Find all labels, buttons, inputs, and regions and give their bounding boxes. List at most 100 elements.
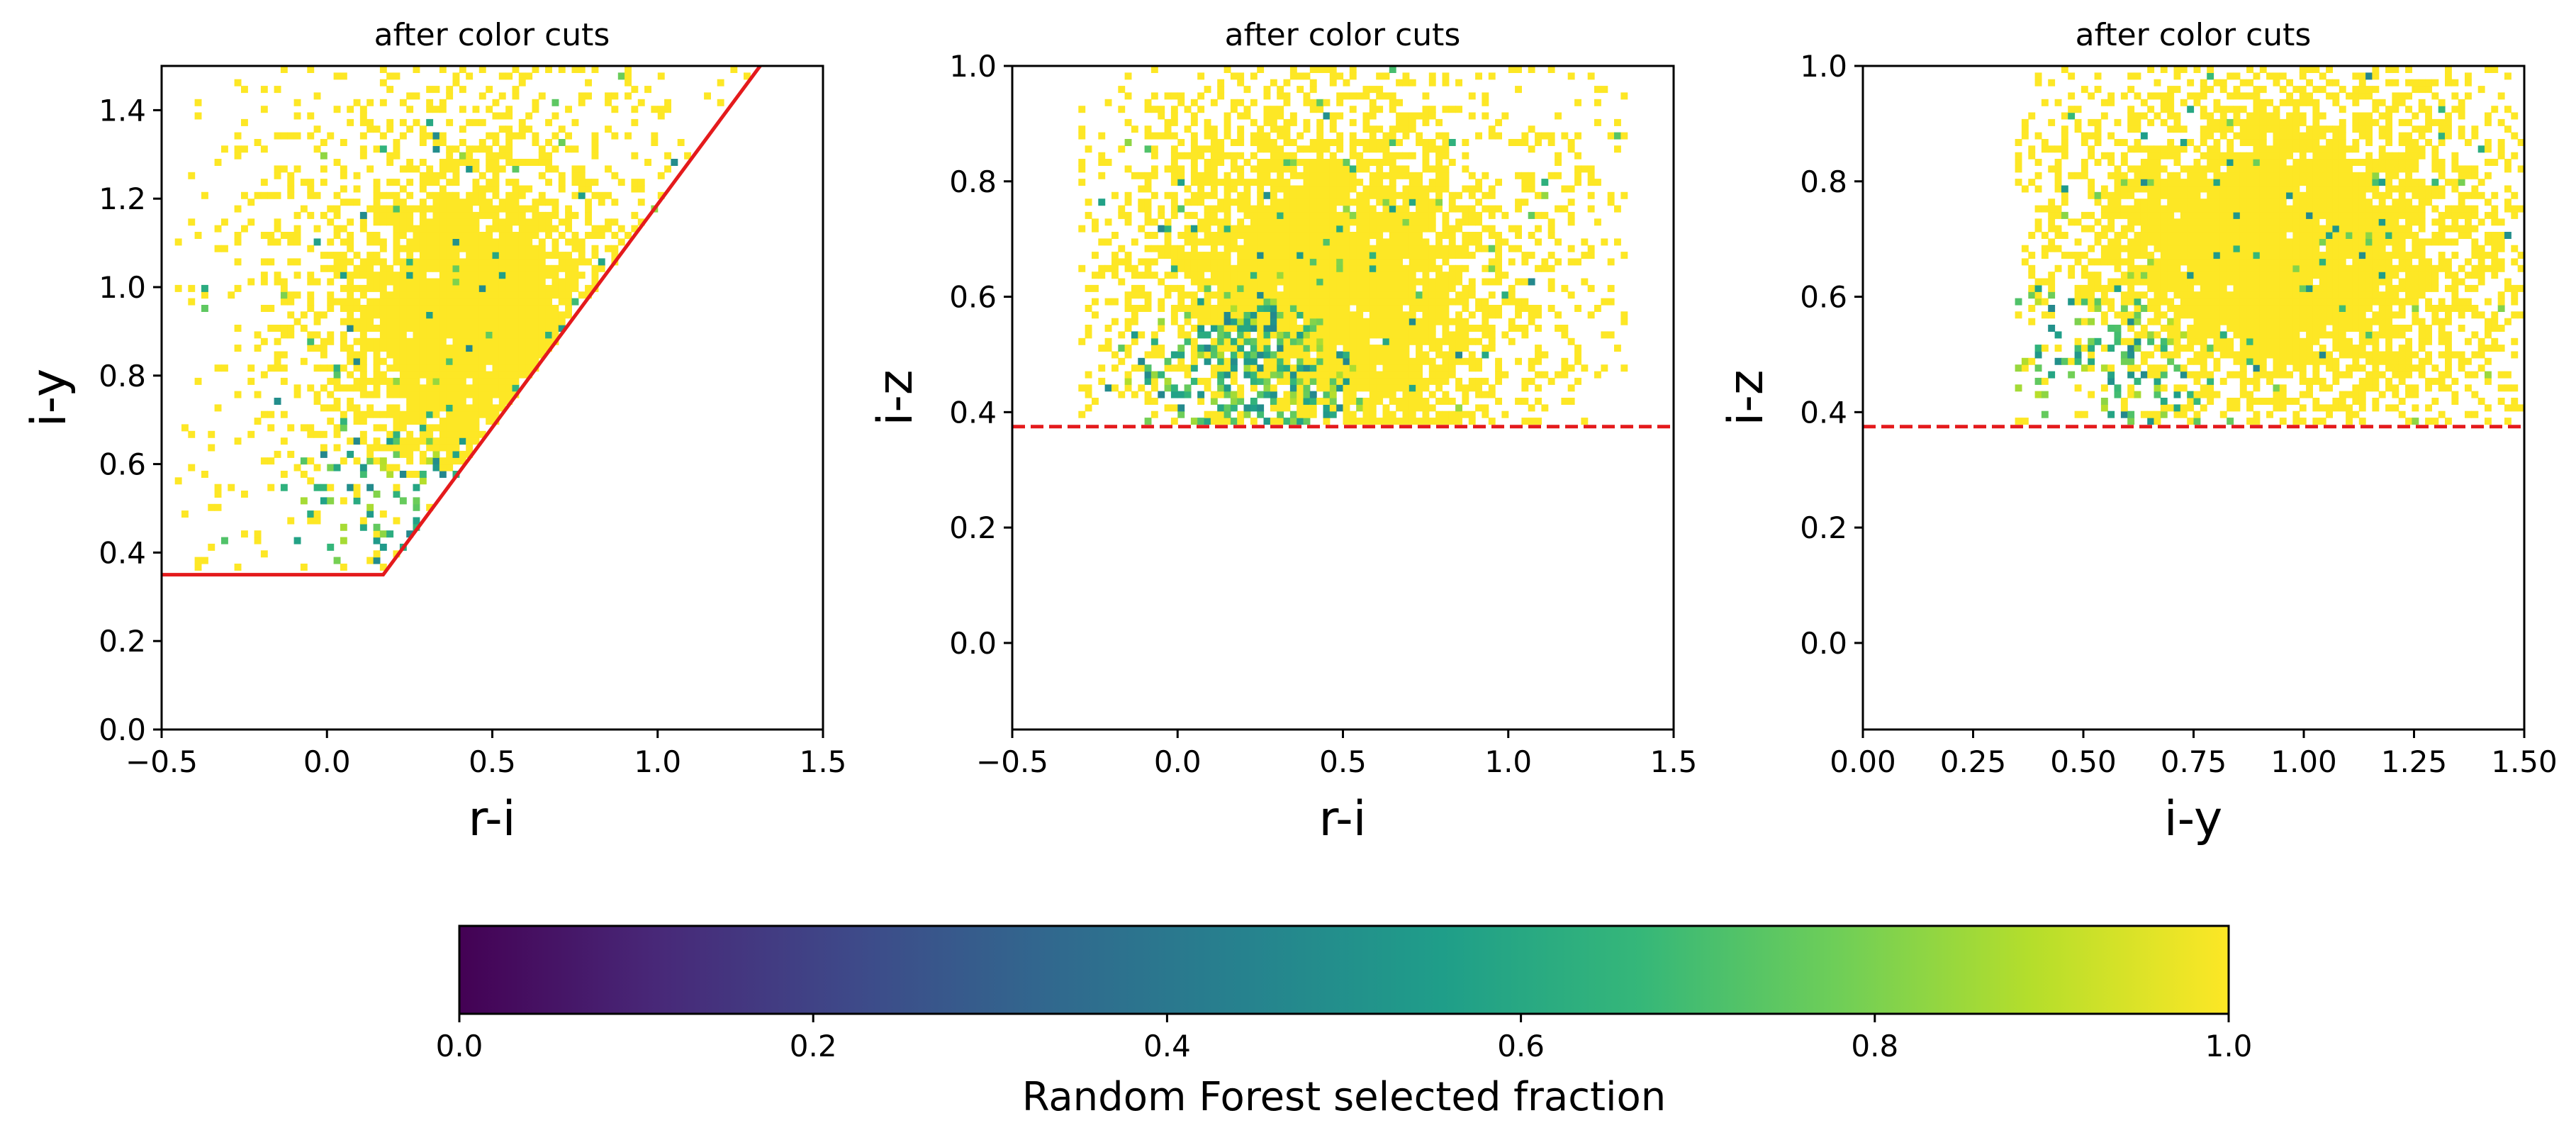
heatmap-cell (2140, 132, 2148, 140)
heatmap-cell (486, 145, 493, 153)
heatmap-cell (2048, 371, 2056, 379)
heatmap-cell (1521, 278, 1529, 286)
heatmap-cell (1243, 305, 1251, 312)
heatmap-cell (313, 398, 321, 405)
heatmap-cell (413, 437, 420, 445)
heatmap-cell (393, 238, 401, 246)
heatmap-cell (2088, 284, 2095, 292)
heatmap-cell (1257, 331, 1265, 339)
heatmap-cell (1442, 418, 1450, 425)
heatmap-cell (2227, 72, 2234, 80)
heatmap-cell (181, 424, 189, 432)
heatmap-cell (1389, 218, 1396, 226)
heatmap-cell (452, 391, 460, 398)
heatmap-cell (2140, 410, 2148, 418)
heatmap-cell (1297, 345, 1304, 352)
heatmap-cell (1303, 92, 1311, 100)
heatmap-cell (1257, 291, 1265, 299)
x-tick-label: 1.0 (634, 744, 681, 779)
heatmap-cell (320, 364, 327, 372)
heatmap-cell (492, 152, 500, 160)
heatmap-cell (512, 258, 520, 266)
heatmap-cell (413, 66, 420, 73)
heatmap-cell (1428, 218, 1436, 226)
heatmap-cell (532, 232, 539, 239)
heatmap-cell (2180, 211, 2188, 219)
heatmap-cell (1428, 311, 1436, 319)
heatmap-cell (1170, 418, 1178, 425)
heatmap-cell (1416, 112, 1423, 120)
heatmap-cell (1237, 218, 1245, 226)
heatmap-cell (1277, 311, 1284, 319)
heatmap-cell (1150, 398, 1158, 405)
heatmap-cell (452, 331, 460, 339)
heatmap-cell (1547, 377, 1555, 385)
heatmap-cell (1323, 245, 1331, 252)
heatmap-cell (393, 351, 401, 359)
heatmap-cell (1343, 311, 1350, 319)
heatmap-cell (1435, 238, 1443, 246)
heatmap-cell (2154, 318, 2161, 325)
heatmap-cell (1150, 172, 1158, 179)
heatmap-cell (2227, 145, 2234, 153)
heatmap-cell (2120, 318, 2128, 325)
heatmap-cell (327, 132, 335, 140)
heatmap-cell (1158, 112, 1165, 120)
heatmap-cell (1422, 258, 1430, 266)
heatmap-cell (1376, 225, 1384, 233)
heatmap-cell (1382, 92, 1390, 100)
heatmap-cell (1336, 377, 1344, 385)
heatmap-cell (2120, 179, 2128, 186)
heatmap-cell (413, 92, 420, 100)
heatmap-cell (1402, 377, 1410, 385)
heatmap-cell (1620, 311, 1628, 319)
heatmap-cell (1204, 205, 1211, 213)
heatmap-cell (1197, 311, 1205, 319)
heatmap-cell (1329, 225, 1337, 233)
heatmap-cell (591, 272, 599, 279)
heatmap-cell (1468, 291, 1476, 299)
heatmap-cell (518, 351, 526, 359)
heatmap-cell (432, 199, 440, 206)
heatmap-cell (1435, 291, 1443, 299)
heatmap-cell (1289, 172, 1297, 179)
heatmap-cell (2048, 238, 2056, 246)
heatmap-cell (439, 424, 447, 432)
heatmap-cell (1528, 66, 1535, 73)
heatmap-cell (1422, 211, 1430, 219)
heatmap-cell (1462, 152, 1469, 160)
heatmap-cell (2127, 118, 2135, 126)
heatmap-cell (1111, 364, 1119, 372)
heatmap-cell (373, 377, 381, 385)
heatmap-cell (657, 191, 665, 199)
heatmap-cell (2173, 264, 2181, 272)
heatmap-cell (591, 66, 599, 73)
heatmap-cell (2200, 232, 2207, 239)
heatmap-cell (1223, 172, 1231, 179)
heatmap-cell (2094, 218, 2102, 226)
heatmap-cell (505, 245, 513, 252)
heatmap-cell (327, 238, 335, 246)
heatmap-cell (452, 318, 460, 325)
heatmap-cell (287, 291, 295, 299)
heatmap-cell (1416, 264, 1423, 272)
heatmap-cell (1124, 252, 1132, 259)
heatmap-cell (2233, 245, 2241, 252)
heatmap-cell (419, 345, 427, 352)
heatmap-cell (1416, 218, 1423, 226)
heatmap-cell (1230, 418, 1238, 425)
heatmap-cell (2213, 311, 2221, 319)
heatmap-cell (1402, 185, 1410, 193)
heatmap-cell (201, 557, 208, 564)
heatmap-cell (2233, 112, 2241, 120)
heatmap-cell (386, 218, 394, 226)
heatmap-cell (2187, 199, 2195, 206)
heatmap-cell (280, 278, 288, 286)
heatmap-cell (525, 291, 533, 299)
heatmap-cell (2100, 112, 2108, 120)
heatmap-cell (439, 305, 447, 312)
heatmap-cell (1323, 337, 1331, 345)
heatmap-cell (551, 311, 559, 319)
heatmap-cell (1369, 245, 1377, 252)
heatmap-cell (1376, 252, 1384, 259)
